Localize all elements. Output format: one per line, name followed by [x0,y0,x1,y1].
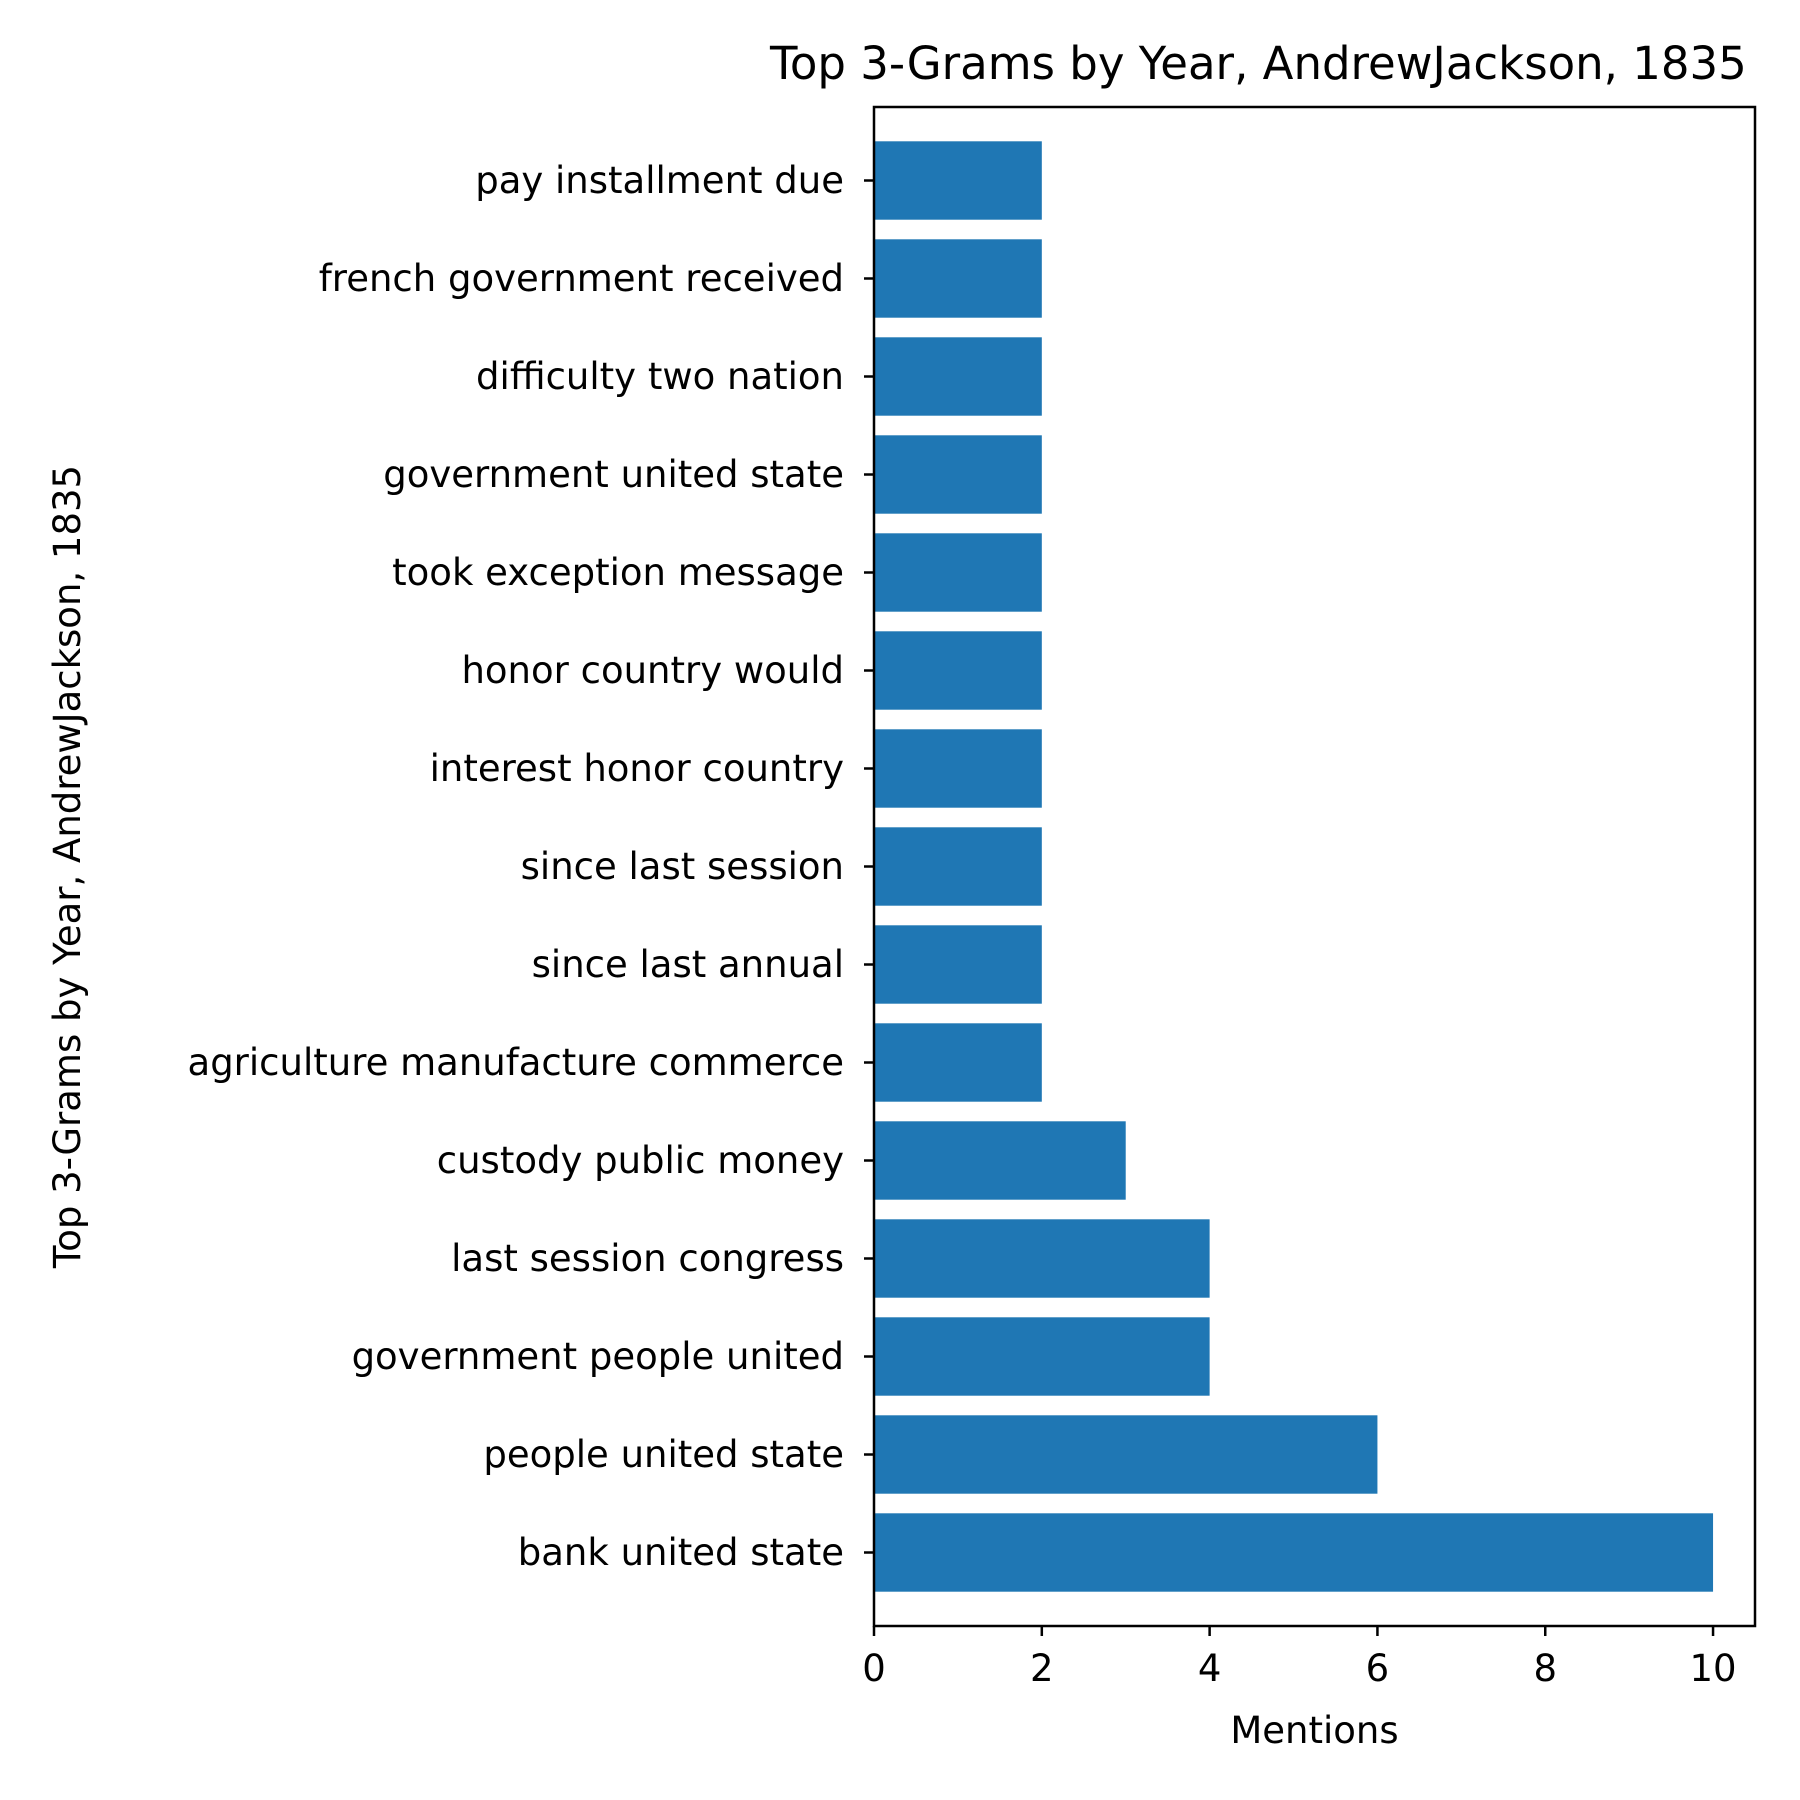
x-axis-title: Mentions [1230,1709,1398,1752]
bars [874,141,1714,1592]
y-tick-label: bank united state [518,1531,844,1574]
y-tick-label: took exception message [392,551,844,594]
y-tick-label: french government received [319,257,844,300]
x-tick-label: 10 [1690,1647,1737,1690]
bar [874,1415,1378,1494]
x-tick-label: 6 [1366,1647,1390,1690]
bar [874,435,1042,514]
bar [874,141,1042,220]
bar [874,729,1042,808]
bar [874,1219,1210,1298]
bar [874,337,1042,416]
plot-frame [872,105,1757,1628]
y-tick-label: agriculture manufacture commerce [188,1041,844,1084]
bar [874,1317,1210,1396]
y-axis-ticks: bank united state people united state gove… [188,159,874,1574]
y-tick-label: government people united [352,1335,844,1378]
y-axis-title: Top 3-Grams by Year, AndrewJackson, 1835 [46,465,89,1269]
y-tick-label: since last annual [532,943,844,986]
y-tick-label: custody public money [437,1139,844,1182]
y-tick-label: last session congress [451,1237,844,1280]
y-tick-label: since last session [521,845,844,888]
chart-title: Top 3-Grams by Year, AndrewJackson, 1835 [769,37,1747,90]
y-tick-label: difficulty two nation [476,355,844,398]
bar [874,239,1042,318]
bar [874,1121,1126,1200]
bar [874,1513,1714,1592]
y-tick-label: pay installment due [475,159,844,202]
y-tick-label: people united state [483,1433,844,1476]
x-axis-ticks: 0 2 4 6 8 10 [862,1626,1737,1690]
x-tick-label: 4 [1198,1647,1222,1690]
x-tick-label: 0 [862,1647,886,1690]
x-tick-label: 2 [1030,1647,1054,1690]
y-tick-label: honor country would [461,649,844,692]
bar [874,533,1042,612]
bar [874,1023,1042,1102]
bar [874,827,1042,906]
bar [874,631,1042,710]
bar [874,925,1042,1004]
y-tick-label: interest honor country [430,747,844,790]
y-tick-label: government united state [383,453,844,496]
x-tick-label: 8 [1533,1647,1557,1690]
